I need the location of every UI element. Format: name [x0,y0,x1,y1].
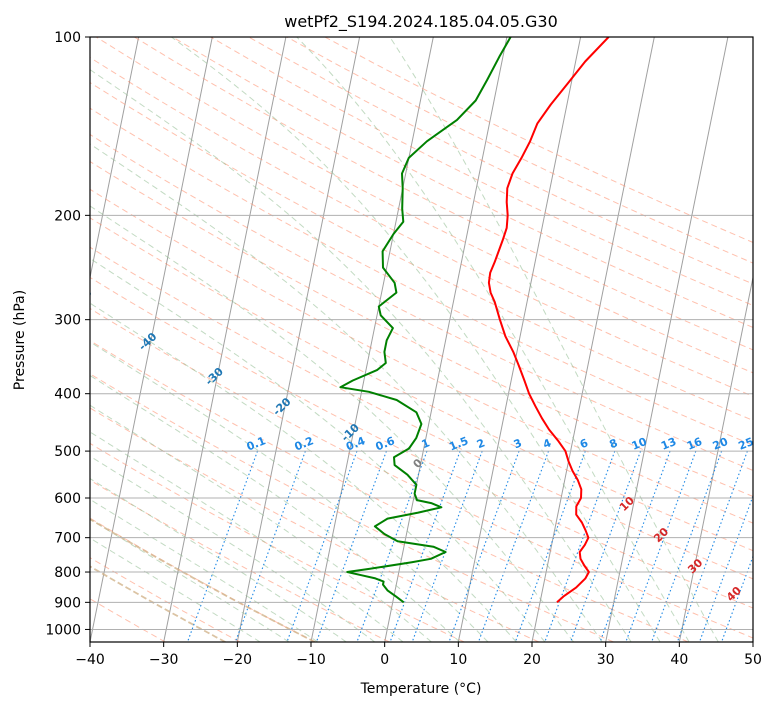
mixing-ratio-line [448,450,520,642]
moist-adiabat-line [90,69,632,642]
x-tick-label: −30 [149,652,179,668]
y-tick-label: 300 [54,313,81,329]
dry-adiabat-line [90,246,753,580]
y-tick-label: 600 [54,491,81,507]
mixing-ratio-label: 1 [420,436,432,451]
mixing-ratio-line [411,450,483,642]
dewpoint-line [339,37,512,604]
dry-adiabat-line [134,37,753,351]
mixing-ratio-label: 3 [512,436,524,451]
mixing-ratio-label: 20 [711,435,730,453]
x-tick-label: −40 [75,652,105,668]
moist-adiabat-line [90,374,461,642]
x-tick-label: −10 [296,652,326,668]
mixing-ratio-line [570,450,642,642]
x-tick-label: 10 [449,652,467,668]
moist-adiabat-line [90,205,574,642]
moist-adiabat-line [90,143,603,642]
dry-adiabat-line [90,276,753,609]
mixing-ratio-line [544,450,616,642]
reference-curve [90,518,316,642]
x-axis: −40 −30 −20 −10 0 10 20 30 40 50 [75,642,762,668]
mixing-ratio-line [477,450,549,642]
y-axis-label: Pressure (hPa) [12,290,28,390]
x-tick-label: 40 [670,652,688,668]
mixing-ratio-line [721,554,753,642]
moist-adiabat-line [90,431,404,642]
dry-adiabat-line [90,340,689,642]
temperature-line [487,37,610,604]
plot-frame [89,36,754,643]
isotherm-line [605,37,729,642]
isotherm-line [90,37,140,280]
y-tick-label: 800 [54,565,81,581]
y-tick-label: 400 [54,387,81,403]
x-tick-label: 50 [744,652,762,668]
mixing-ratio-line [356,450,428,642]
moist-adiabat-line [389,37,719,642]
y-axis: 100 200 300 400 500 600 700 800 900 1000 [45,30,90,638]
y-tick-label: 700 [54,531,81,547]
mixing-ratio-label: 25 [737,435,756,453]
moist-adiabat-line [90,455,376,642]
mixing-ratio-line [698,494,753,642]
mixing-ratio-line [599,450,671,642]
isotherm-line [384,37,508,642]
dry-adiabat-line [90,188,753,524]
dry-adiabat-line [248,37,753,285]
mixing-ratio-label: 2 [475,436,487,451]
isotherm-line [310,37,434,642]
mixing-ratio-label: 13 [659,435,678,453]
mixing-ratio-label: 16 [685,435,704,453]
isotherm-line [678,274,753,642]
mixing-ratio-line [315,450,387,642]
y-tick-label: 1000 [45,622,81,638]
plot-area [90,37,753,642]
profiles [339,37,610,604]
y-tick-label: 900 [54,595,81,611]
isotherm-line [90,37,213,642]
mixing-ratio-line [186,450,259,642]
pressure-gridlines [90,37,753,630]
x-tick-label: 20 [523,652,541,668]
moist-adiabat-line [90,257,546,642]
moist-adiabat-line [90,302,517,642]
y-tick-label: 200 [54,208,81,224]
chart-title: wetPf2_S194.2024.185.04.05.G30 [284,12,558,32]
moist-adiabat-line [90,537,261,642]
dry-adiabat-line [90,373,614,642]
mixing-ratio-label: 10 [630,435,649,453]
mixing-ratio-label: 8 [607,436,619,451]
moist-adiabat-line [90,477,347,642]
mixing-ratio-line [234,450,306,642]
background-lines [90,37,753,642]
moist-adiabat-line [171,37,661,642]
mixing-ratio-line [676,450,748,642]
dry-adiabat-line [90,479,390,642]
y-tick-label: 500 [54,444,81,460]
dry-adiabat-line [90,160,753,498]
x-tick-label: 0 [380,652,389,668]
mixing-ratio-line [625,450,697,642]
isotherm-line [236,37,361,642]
y-tick-label: 100 [54,30,81,46]
mixing-ratio-line [651,450,723,642]
dry-adiabat-line [90,107,753,446]
mixing-ratio-line [514,450,586,642]
mixing-ratio-line [389,450,461,642]
dry-adiabat-line [90,598,166,642]
dry-adiabat-line [90,81,753,421]
isotherm-line [531,37,655,642]
x-tick-label: 30 [597,652,615,668]
x-tick-label: −20 [223,652,253,668]
dry-adiabat-line [90,217,753,552]
moist-adiabat-line [90,404,432,642]
isotherm-line [457,37,582,642]
x-axis-label: Temperature (°C) [360,681,482,697]
isotherm-label: -50 [71,286,95,309]
mixing-ratio-line [286,450,358,642]
